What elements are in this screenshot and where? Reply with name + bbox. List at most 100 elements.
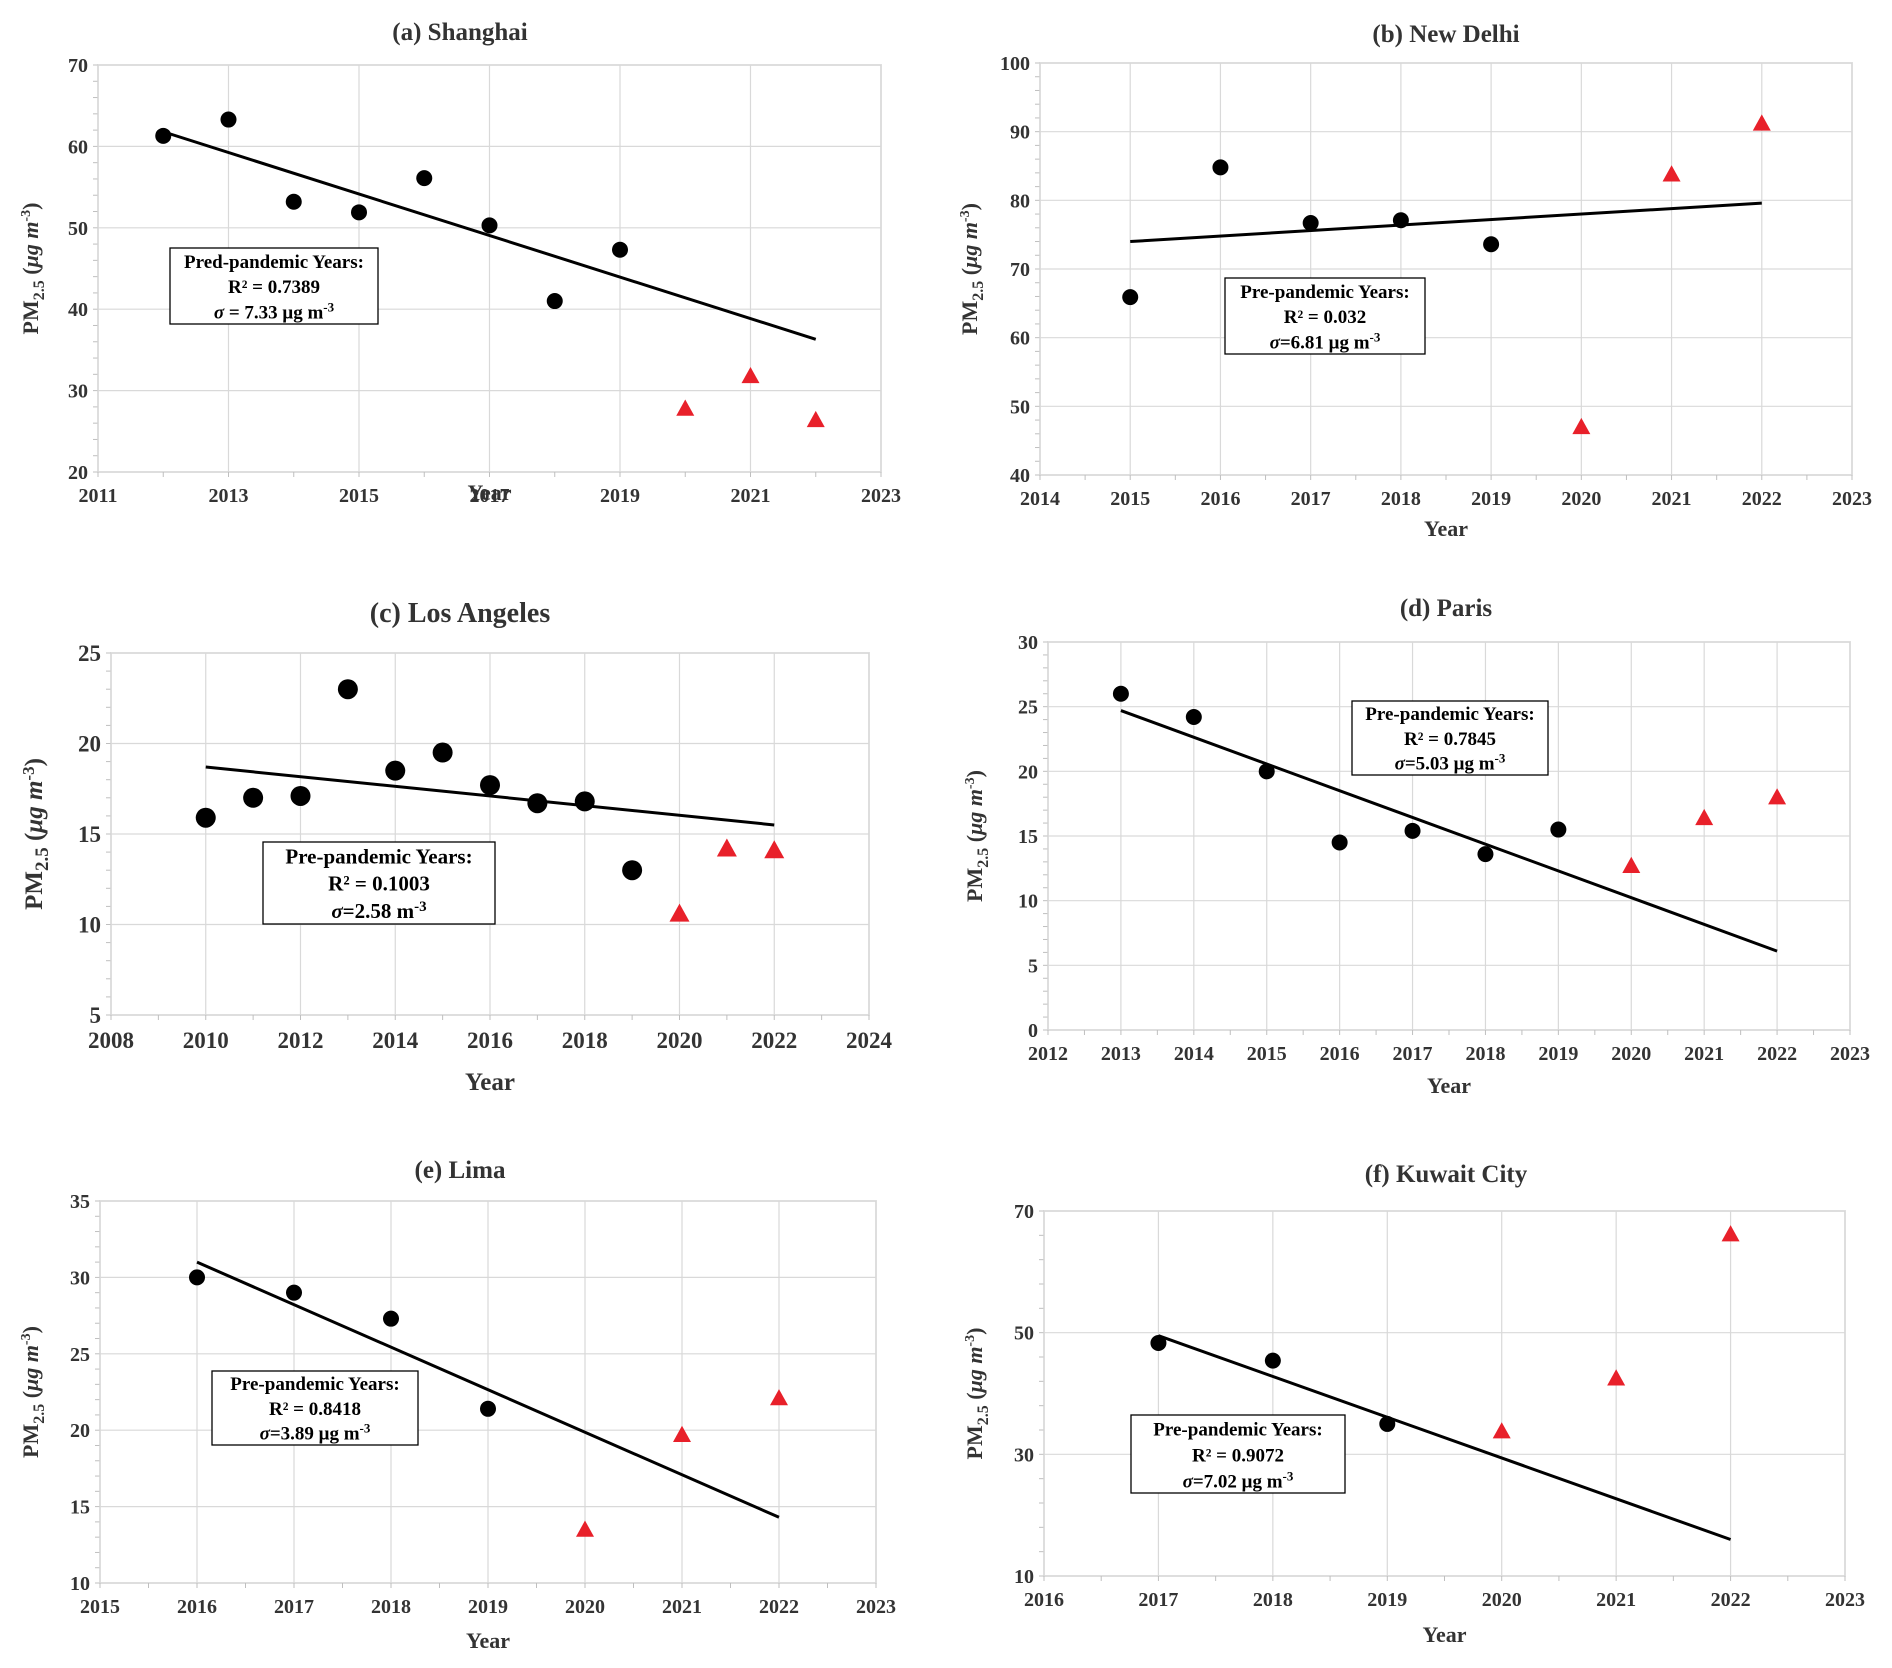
pre-pandemic-point xyxy=(220,111,237,128)
pre-pandemic-point xyxy=(1379,1415,1396,1432)
stats-annotation: Pre-pandemic Years: R² = 0.1003 σ=2.58 m-3 xyxy=(262,841,496,925)
pre-pandemic-point xyxy=(622,860,643,881)
x-tick-label: 2017 xyxy=(1138,1589,1178,1611)
x-tick-label: 2023 xyxy=(1832,488,1872,510)
pre-pandemic-point xyxy=(155,127,172,144)
y-tick-label: 30 xyxy=(68,381,88,403)
y-tick-label: 70 xyxy=(68,55,88,77)
trend-line xyxy=(196,1260,780,1519)
x-tick-label: 2021 xyxy=(1652,488,1692,510)
pandemic-point xyxy=(676,399,695,416)
x-tick-label: 2018 xyxy=(562,1028,608,1053)
x-tick-label: 2014 xyxy=(1020,488,1060,510)
pandemic-point xyxy=(1607,1369,1626,1386)
y-tick-label: 80 xyxy=(1010,190,1030,212)
y-tick-label: 0 xyxy=(1028,1020,1038,1042)
pandemic-point xyxy=(669,903,690,922)
chart-panel-1: (b) New Delhi 40 50 60 70 80 90 100 2014 2015 2016… xyxy=(957,21,1872,541)
chart-panel-0: (a) Shanghai 20 30 40 50 60 70 2011 2013 2015 2017… xyxy=(18,19,901,507)
x-tick-label: 2020 xyxy=(1611,1043,1651,1065)
y-tick-label: 30 xyxy=(70,1267,90,1289)
pandemic-point xyxy=(764,840,785,859)
x-tick-label: 2016 xyxy=(1200,488,1240,510)
y-tick-label: 90 xyxy=(1010,122,1030,144)
chart-title: (b) New Delhi xyxy=(1372,21,1519,48)
x-tick-label: 2018 xyxy=(371,1596,411,1618)
x-tick-label: 2015 xyxy=(80,1596,120,1618)
pre-pandemic-point xyxy=(1483,236,1500,253)
annotation-box xyxy=(1224,277,1426,355)
x-tick-label: 2022 xyxy=(759,1596,799,1618)
annotation-heading: Pre-pandemic Years: xyxy=(1240,282,1409,303)
annotation-r2: R² = 0.7845 xyxy=(1404,729,1496,750)
chart-title: (d) Paris xyxy=(1400,595,1493,622)
chart-title: (e) Lima xyxy=(415,1157,506,1184)
pre-pandemic-point xyxy=(432,742,453,763)
annotation-heading: Pre-pandemic Years: xyxy=(230,1374,399,1395)
annotation-r2: R² = 0.032 xyxy=(1284,307,1367,328)
y-tick-label: 40 xyxy=(68,299,88,321)
pre-pandemic-point xyxy=(285,193,302,210)
x-tick-label: 2012 xyxy=(278,1028,324,1053)
pandemic-point xyxy=(1695,808,1714,826)
x-tick-label: 2014 xyxy=(372,1028,419,1053)
y-tick-label: 20 xyxy=(1018,761,1038,783)
y-axis-label: PM2.5 (μg m-3) xyxy=(962,1328,992,1460)
annotation-r2: R² = 0.9072 xyxy=(1192,1445,1284,1466)
y-tick-label: 10 xyxy=(1018,891,1038,913)
x-tick-label: 2021 xyxy=(662,1596,702,1618)
annotation-sigma: σ=5.03 μg m-3 xyxy=(1395,751,1506,775)
pre-pandemic-point xyxy=(286,1284,302,1301)
y-tick-label: 60 xyxy=(68,136,88,158)
pandemic-point xyxy=(770,1389,788,1406)
chart-panel-2: (c) Los Angeles 5 10 15 20 25 2008 2010 2012 2014… xyxy=(19,598,893,1096)
trend-line xyxy=(1130,201,1762,244)
trend-line xyxy=(162,130,817,341)
pandemic-point xyxy=(1492,1422,1511,1439)
annotation-heading: Pre-pandemic Years: xyxy=(285,844,472,868)
y-tick-label: 25 xyxy=(1018,697,1038,719)
annotation-box xyxy=(262,841,496,925)
x-tick-label: 2023 xyxy=(1825,1589,1865,1611)
x-axis-label: Year xyxy=(1423,1622,1467,1647)
chart-title: (f) Kuwait City xyxy=(1365,1161,1528,1188)
annotation-r2: R² = 0.8418 xyxy=(269,1399,361,1420)
pre-pandemic-point xyxy=(337,679,358,700)
x-tick-label: 2022 xyxy=(1742,488,1782,510)
x-tick-label: 2018 xyxy=(1381,488,1421,510)
x-tick-label: 2019 xyxy=(1367,1589,1407,1611)
y-tick-label: 50 xyxy=(68,218,88,240)
y-tick-label: 30 xyxy=(1014,1444,1034,1466)
pre-pandemic-point xyxy=(1302,214,1319,231)
plot-frame xyxy=(1043,1210,1846,1577)
y-tick-label: 20 xyxy=(68,462,88,484)
x-axis-label: Year xyxy=(466,1628,510,1653)
y-tick-label: 10 xyxy=(78,913,101,938)
x-tick-label: 2019 xyxy=(600,485,640,507)
x-tick-label: 2022 xyxy=(751,1028,797,1053)
x-tick-label: 2015 xyxy=(1110,488,1150,510)
chart-panel-5: (f) Kuwait City 10 30 50 70 2016 2017 2018 2019 2… xyxy=(962,1161,1865,1647)
x-tick-label: 2021 xyxy=(1684,1043,1724,1065)
pre-pandemic-point xyxy=(1212,159,1229,176)
x-tick-label: 2024 xyxy=(846,1028,893,1053)
pre-pandemic-point xyxy=(481,217,498,234)
x-tick-label: 2020 xyxy=(1561,488,1601,510)
pandemic-point xyxy=(1768,788,1787,805)
pre-pandemic-point xyxy=(480,1400,496,1417)
annotation-r2: R² = 0.1003 xyxy=(328,872,430,896)
pre-pandemic-point xyxy=(1477,846,1494,863)
annotation-r2: R² = 0.7389 xyxy=(228,277,320,298)
x-tick-label: 2019 xyxy=(1538,1043,1578,1065)
annotation-box xyxy=(211,1370,419,1446)
x-tick-label: 2012 xyxy=(1028,1043,1068,1065)
x-axis-label: Year xyxy=(465,1069,515,1096)
x-tick-label: 2017 xyxy=(274,1596,314,1618)
pre-pandemic-point xyxy=(1112,685,1129,702)
x-tick-label: 2013 xyxy=(209,485,249,507)
pre-pandemic-point xyxy=(612,241,628,258)
y-tick-label: 20 xyxy=(78,732,101,757)
chart-panel-3: (d) Paris 0 5 10 15 20 25 30 2012 2013 2014 2015 201… xyxy=(962,595,1870,1098)
